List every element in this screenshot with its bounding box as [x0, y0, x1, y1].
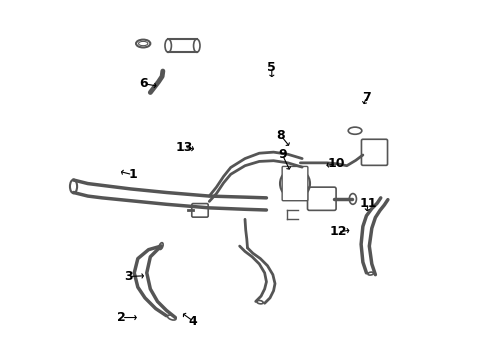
FancyBboxPatch shape: [282, 166, 308, 201]
Text: 9: 9: [278, 148, 287, 162]
Text: 10: 10: [327, 157, 345, 170]
FancyBboxPatch shape: [362, 139, 388, 165]
Text: 3: 3: [124, 270, 133, 283]
Text: 6: 6: [139, 77, 147, 90]
FancyBboxPatch shape: [308, 187, 336, 210]
FancyBboxPatch shape: [192, 203, 208, 217]
Text: 12: 12: [329, 225, 346, 238]
Text: 7: 7: [362, 91, 371, 104]
Text: 11: 11: [360, 197, 377, 210]
Text: 13: 13: [175, 141, 193, 154]
Text: 2: 2: [118, 311, 126, 324]
Text: 8: 8: [276, 129, 285, 142]
Text: 5: 5: [268, 61, 276, 74]
Text: 1: 1: [128, 168, 137, 181]
Text: 4: 4: [189, 315, 197, 328]
